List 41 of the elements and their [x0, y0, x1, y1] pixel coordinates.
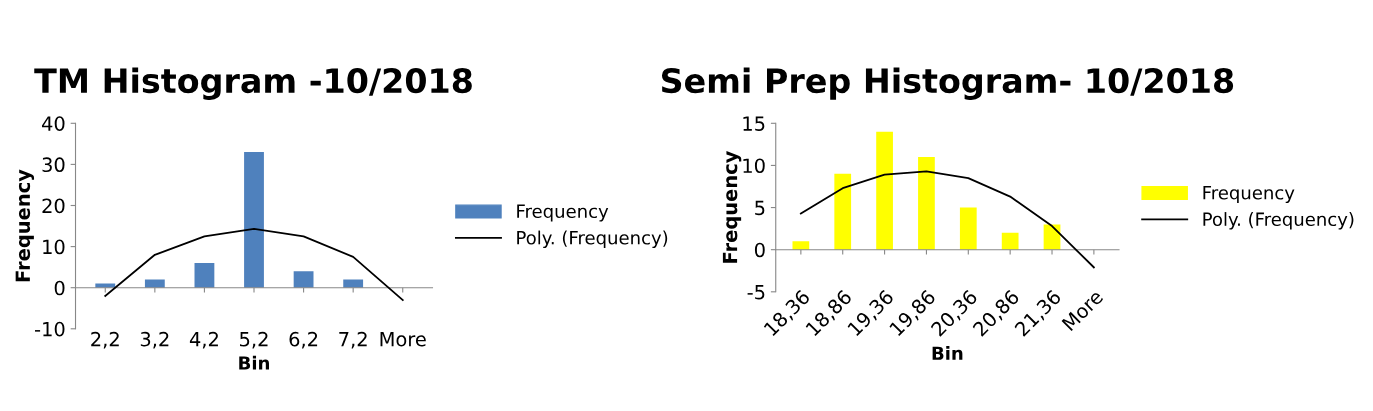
x-axis-title: Bin	[932, 346, 963, 360]
x-tick-label: 4,2	[189, 331, 218, 349]
y-axis-title: Frequency	[722, 151, 742, 263]
y-tick-label: 30	[42, 157, 65, 173]
bar	[959, 207, 977, 250]
legend-label: Frequency	[1203, 186, 1295, 204]
y-tick-label: -5	[747, 285, 765, 300]
y-tick-label: 0	[754, 242, 765, 258]
y-tick-label: 10	[43, 239, 65, 255]
y-tick-label: 5	[755, 200, 765, 216]
bar	[244, 152, 264, 288]
legend-label: Poly. (Frequency)	[517, 230, 668, 249]
bar	[876, 131, 893, 250]
y-tick-label: -10	[34, 321, 65, 337]
chart-title: Semi Prep Histogram- 10/2018	[661, 67, 1234, 100]
x-tick-label: 6,2	[289, 331, 318, 349]
bar	[343, 279, 364, 288]
x-tick-label: 3,2	[140, 331, 169, 349]
legend-label: Poly. (Frequency)	[1203, 212, 1354, 230]
y-tick-label: 0	[54, 280, 65, 296]
chart-title: TM Histogram -10/2018	[34, 67, 472, 100]
bar	[792, 241, 810, 250]
bar	[918, 157, 935, 250]
x-tick-label: 2,2	[91, 331, 119, 349]
y-tick-label: 20	[42, 198, 65, 214]
x-tick-label: 5,2	[240, 331, 268, 349]
bar	[293, 271, 314, 288]
bar	[834, 173, 852, 250]
legend-label: Frequency	[517, 204, 609, 222]
x-axis-title: Bin	[239, 355, 269, 370]
x-tick-label: 7,2	[339, 331, 367, 349]
x-tick-label: More	[380, 332, 426, 347]
bar	[194, 263, 215, 288]
line-series	[104, 228, 404, 301]
y-tick-label: 40	[42, 116, 65, 131]
line-series	[799, 170, 1095, 269]
y-tick-label: 15	[743, 116, 765, 131]
y-tick-label: 10	[743, 158, 765, 174]
y-axis-title: Frequency	[15, 169, 35, 282]
bar	[144, 279, 165, 288]
bar	[1001, 232, 1019, 250]
